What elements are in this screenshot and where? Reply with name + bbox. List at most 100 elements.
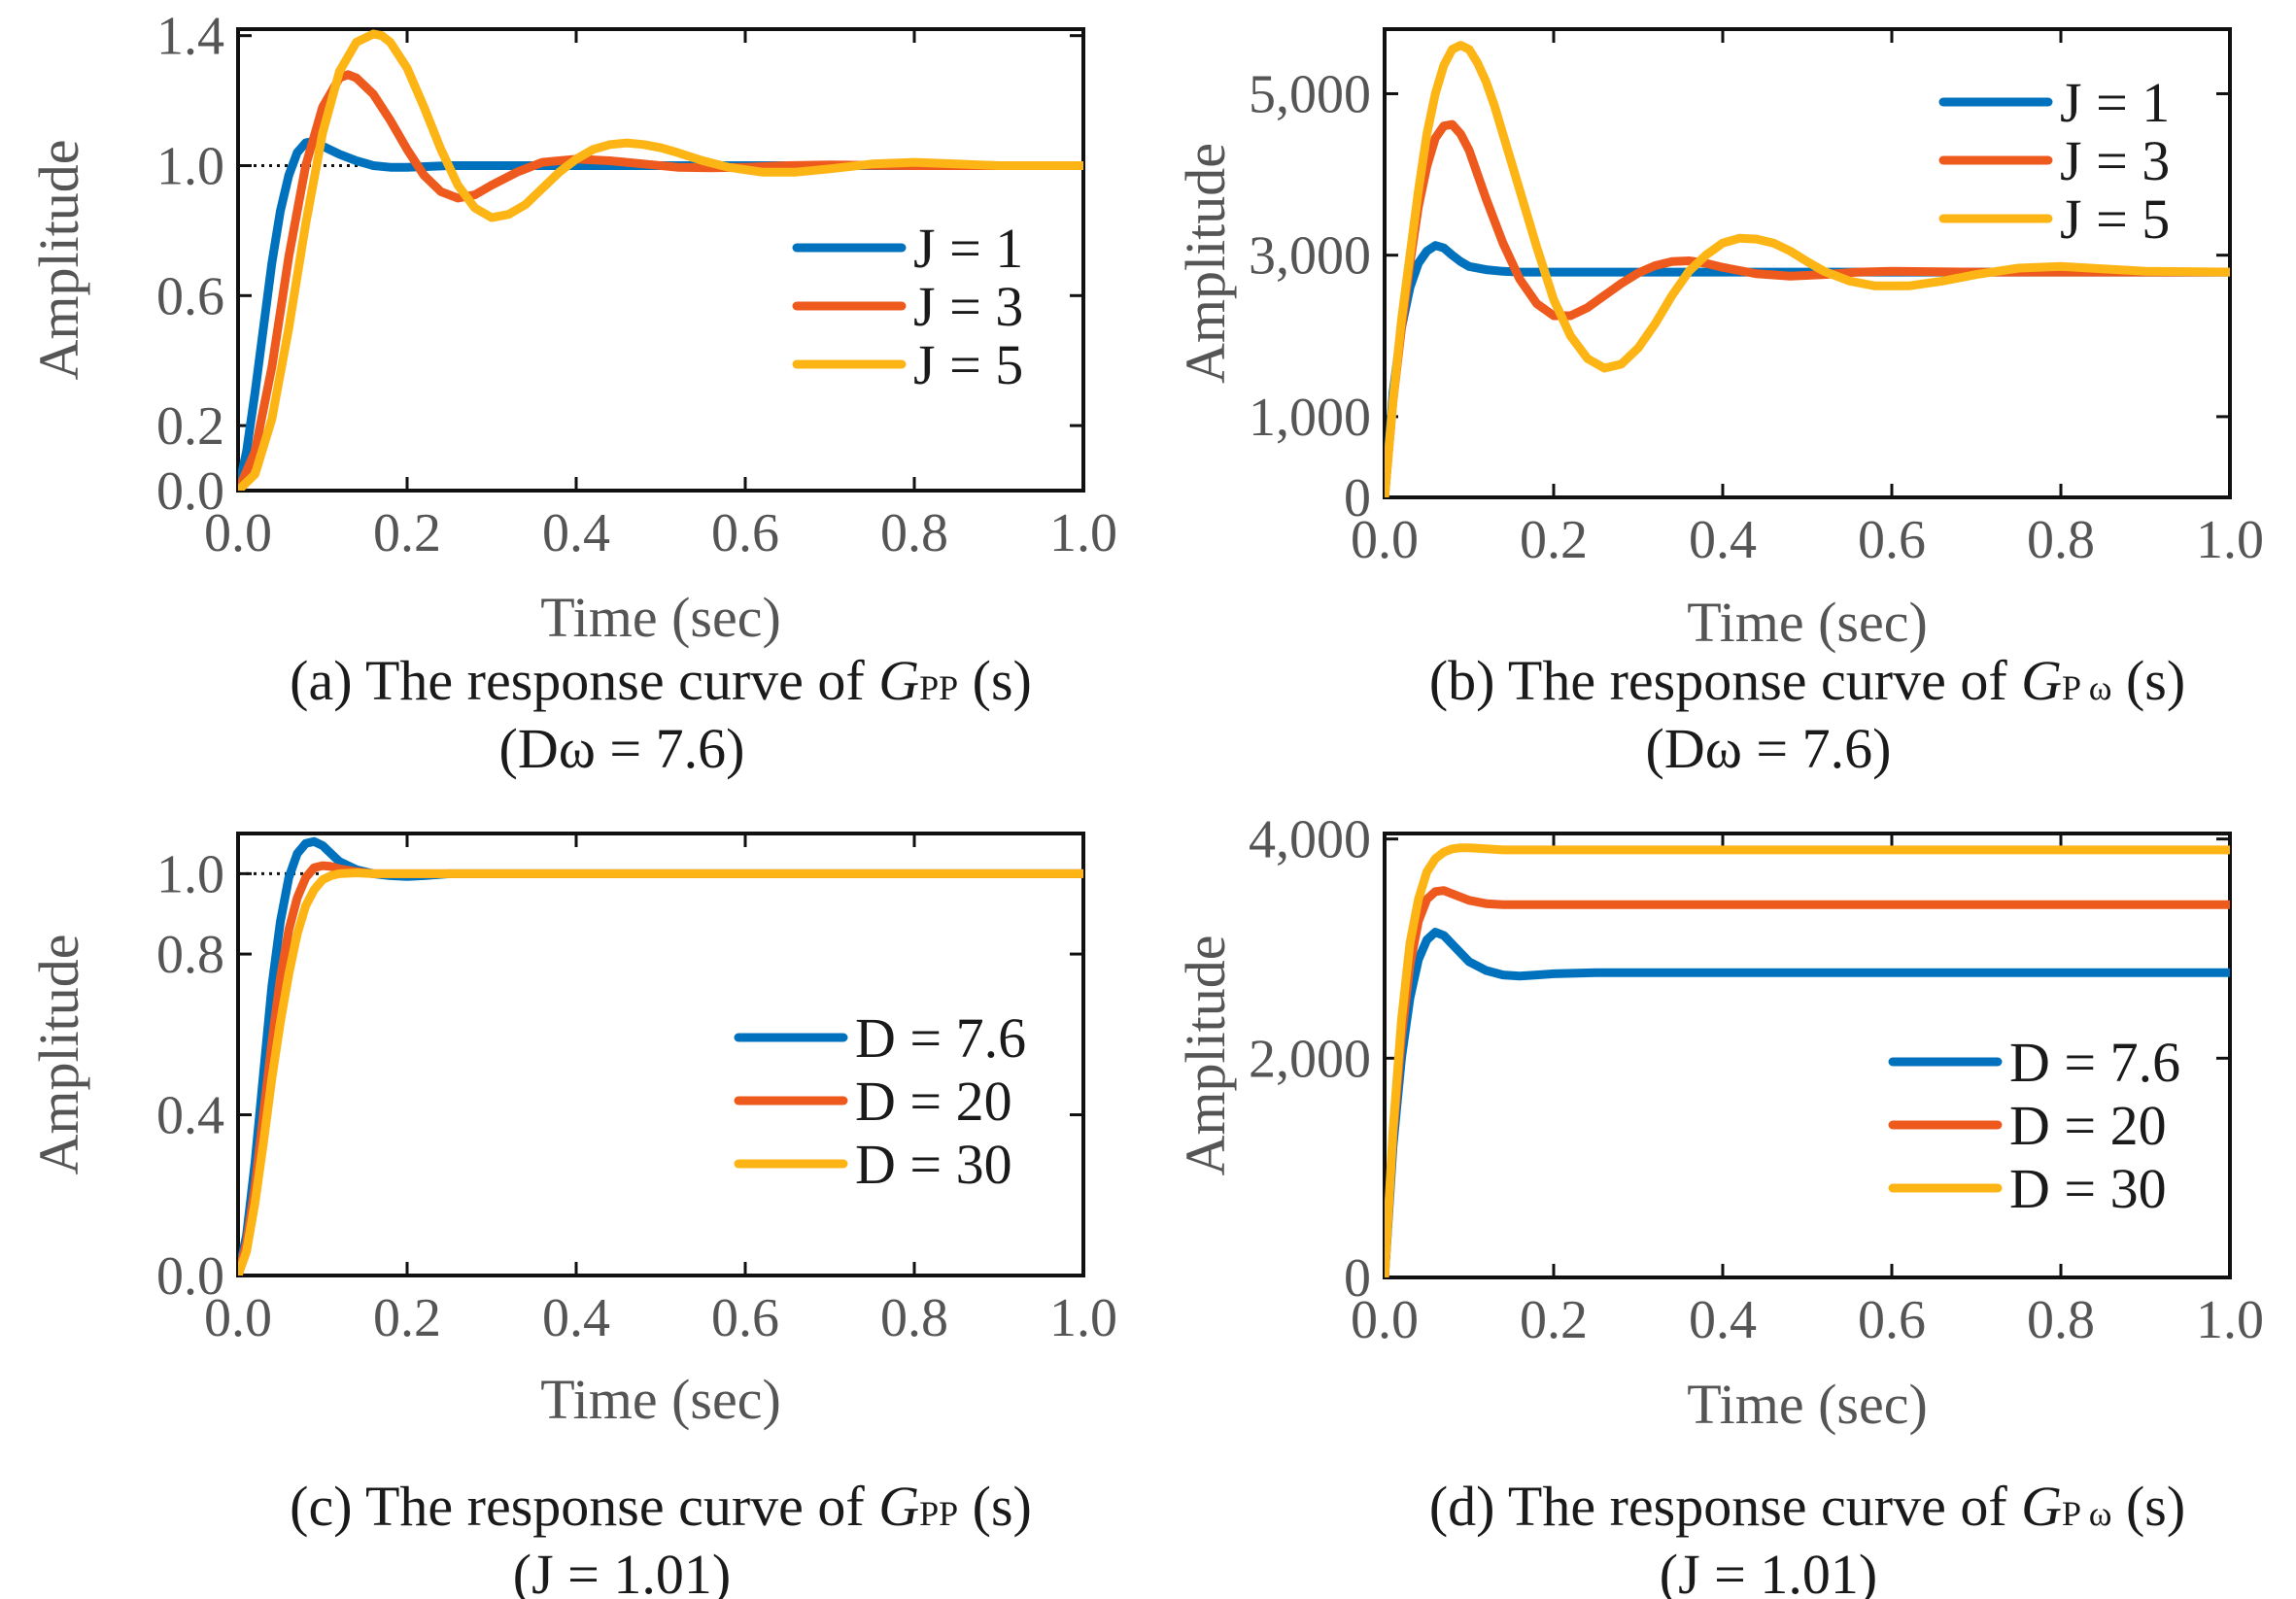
legend-entry: D = 30: [2009, 1157, 2167, 1220]
y-axis-label: Amplitude: [1174, 935, 1237, 1175]
x-tick-label: 0.0: [1351, 1290, 1419, 1350]
x-axis-label: Time (sec): [1687, 591, 1928, 654]
caption: (d) The response curve of GP ω (s): [1429, 1475, 2185, 1538]
x-tick-label: 0.6: [711, 503, 779, 563]
x-tick-label: 0.2: [1520, 510, 1588, 570]
caption-end: (s): [2111, 649, 2185, 712]
caption-g: G: [2021, 649, 2062, 712]
caption-condition: (Dω = 7.6): [1646, 717, 1892, 780]
series-line-3: [238, 868, 1083, 1276]
x-tick-label: 0.6: [711, 1288, 779, 1348]
caption-g: G: [878, 1475, 919, 1538]
legend-entry: D = 20: [855, 1070, 1012, 1133]
legend: J = 1J = 3J = 5: [792, 217, 1023, 396]
panel-c: 0.0 0.2 0.4 0.6 0.8 1.0 0.0 0.4 0.8 1.0 Time (sec)…: [27, 832, 1117, 1599]
x-axis-label: Time (sec): [1687, 1373, 1928, 1436]
x-tick-label: 0.8: [2027, 1290, 2095, 1350]
x-tick-label: 0.4: [1689, 510, 1757, 570]
legend-entry: J = 1: [2060, 71, 2170, 134]
caption-subscript: PP: [919, 1494, 958, 1533]
y-tick-label: 0.8: [156, 925, 224, 985]
series-group: [1385, 41, 2230, 497]
caption-main: (b) The response curve of: [1429, 649, 2021, 712]
series-group: [238, 29, 1083, 491]
x-tick-label: 0.2: [373, 1288, 441, 1348]
x-tick-label: 1.0: [1049, 503, 1117, 563]
x-tick-label: 0.4: [542, 1288, 610, 1348]
legend: D = 7.6D = 20D = 30: [1888, 1031, 2180, 1220]
series-line-3: [238, 29, 1083, 491]
y-tick-label: 0: [1344, 1248, 1371, 1309]
x-tick-label: 1.0: [2196, 1290, 2264, 1350]
y-tick-label: 1,000: [1249, 388, 1371, 448]
caption-main: (a) The response curve of: [290, 649, 878, 712]
series-line-1: [1385, 241, 2230, 497]
x-tick-label: 0.8: [880, 503, 948, 563]
caption-main: (c) The response curve of: [290, 1475, 878, 1538]
x-tick-label: 0.8: [880, 1288, 948, 1348]
x-axis-label: Time (sec): [540, 586, 781, 649]
x-tick-label: 1.0: [1049, 1288, 1117, 1348]
legend-entry: J = 1: [913, 217, 1023, 280]
caption: (c) The response curve of GPP (s): [290, 1475, 1032, 1538]
x-tick-label: 0.4: [1689, 1290, 1757, 1350]
series-group: [238, 836, 1083, 1276]
caption-g: G: [2021, 1475, 2062, 1538]
series-line-3: [1385, 41, 2230, 497]
series-line-3: [1385, 843, 2230, 1277]
y-tick-label: 0.4: [156, 1086, 224, 1146]
y-tick-label: 4,000: [1249, 810, 1371, 870]
y-axis-label: Amplitude: [27, 139, 90, 380]
plot-frame: [1383, 832, 2232, 1279]
x-tick-label: 0.2: [373, 503, 441, 563]
y-tick-label: 0.0: [156, 1246, 224, 1307]
y-axis-label: Amplitude: [27, 934, 90, 1174]
y-axis-label: Amplitude: [1174, 143, 1237, 384]
caption: (b) The response curve of GP ω (s): [1429, 649, 2185, 712]
y-tick-label: 3,000: [1249, 226, 1371, 287]
x-tick-label: 0.2: [1520, 1290, 1588, 1350]
x-tick-label: 0.6: [1858, 510, 1926, 570]
caption-subscript: P ω: [2062, 1494, 2111, 1533]
caption-main: (d) The response curve of: [1429, 1475, 2021, 1538]
legend: D = 7.6D = 20D = 30: [734, 1006, 1026, 1196]
panel-b: 0.0 0.2 0.4 0.6 0.8 1.0 0 1,000 3,000 5,000 Time (…: [1174, 27, 2264, 780]
legend-entry: J = 3: [913, 275, 1023, 338]
caption-condition: (J = 1.01): [1660, 1543, 1877, 1599]
legend-entry: D = 7.6: [855, 1006, 1026, 1070]
panel-d: 0.0 0.2 0.4 0.6 0.8 1.0 0 2,000 4,000 Time (sec) A…: [1174, 810, 2264, 1599]
legend-entry: J = 5: [2060, 187, 2170, 251]
x-axis-label: Time (sec): [540, 1368, 781, 1431]
y-tick-label: 5,000: [1249, 64, 1371, 124]
x-tick-label: 1.0: [2196, 510, 2264, 570]
caption-end: (s): [958, 649, 1032, 712]
plot-frame: [1383, 27, 2232, 499]
legend-entry: D = 7.6: [2009, 1031, 2180, 1094]
caption-subscript: PP: [919, 668, 958, 707]
y-tick-label: 0.6: [156, 266, 224, 326]
legend: J = 1J = 3J = 5: [1938, 71, 2170, 251]
y-tick-label: 1.0: [156, 844, 224, 904]
x-tick-label: 0.0: [1351, 510, 1419, 570]
y-tick-label: 1.0: [156, 136, 224, 196]
x-tick-label: 0.6: [1858, 1290, 1926, 1350]
caption-end: (s): [2111, 1475, 2185, 1538]
caption: (a) The response curve of GPP (s): [290, 649, 1032, 712]
legend-entry: J = 5: [913, 333, 1023, 396]
x-tick-label: 0.4: [542, 503, 610, 563]
caption-subscript: P ω: [2062, 668, 2111, 707]
x-tick-label: 0.8: [2027, 510, 2095, 570]
y-tick-label: 0: [1344, 468, 1371, 528]
x-tick-label: 0.0: [204, 1288, 272, 1348]
x-tick-label: 0.0: [204, 503, 272, 563]
y-tick-label: 2,000: [1249, 1029, 1371, 1089]
plot-frame: [236, 27, 1085, 493]
series-group: [1385, 843, 2230, 1277]
y-tick-label: 1.4: [156, 7, 224, 67]
caption-condition: (J = 1.01): [513, 1543, 731, 1599]
y-tick-label: 0.0: [156, 461, 224, 522]
caption-g: G: [878, 649, 919, 712]
caption-end: (s): [958, 1475, 1032, 1538]
